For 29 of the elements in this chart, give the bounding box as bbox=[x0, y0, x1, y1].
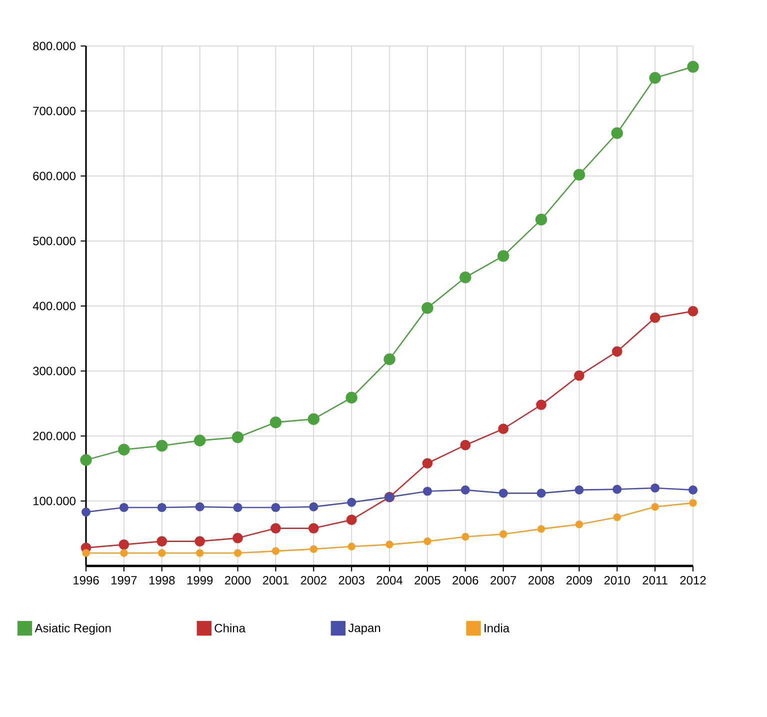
x-tick-label: 2011 bbox=[642, 576, 668, 585]
x-tick-label: 2001 bbox=[262, 576, 288, 585]
y-tick-label: 300.000 bbox=[33, 366, 76, 376]
y-tick-label: 100.000 bbox=[34, 496, 76, 506]
x-tick-label: 1998 bbox=[149, 576, 175, 585]
x-tick-label: 2012 bbox=[680, 576, 706, 585]
x-tick-label: 2003 bbox=[338, 576, 364, 585]
y-tick-label: 700.000 bbox=[33, 106, 76, 116]
x-tick-label: 2009 bbox=[566, 576, 592, 585]
y-tick-label: 400.000 bbox=[32, 302, 76, 310]
legend-label: China bbox=[214, 624, 246, 632]
y-tick-label: 200.000 bbox=[33, 432, 76, 440]
legend-label: Japan bbox=[348, 624, 380, 635]
x-tick-label: 1999 bbox=[187, 576, 213, 585]
x-tick-label: 2005 bbox=[414, 576, 440, 585]
x-tick-label: 2007 bbox=[490, 576, 516, 585]
y-tick-label: 500.000 bbox=[33, 236, 76, 246]
x-tick-label: 2006 bbox=[452, 576, 478, 585]
x-tick-label: 2008 bbox=[528, 576, 554, 585]
legend-label: Asiatic Region bbox=[34, 624, 111, 635]
y-tick-label: 800.000 bbox=[33, 42, 76, 50]
x-tick-label: 2010 bbox=[604, 576, 630, 585]
x-tick-label: 1997 bbox=[112, 576, 137, 585]
y-tick-label: 600.000 bbox=[33, 172, 76, 180]
x-tick-label: 1996 bbox=[74, 576, 99, 585]
x-tick-label: 2004 bbox=[376, 576, 402, 585]
x-tick-label: 2002 bbox=[300, 576, 326, 585]
x-tick-label: 2000 bbox=[225, 576, 251, 585]
legend-label: India bbox=[484, 624, 510, 632]
